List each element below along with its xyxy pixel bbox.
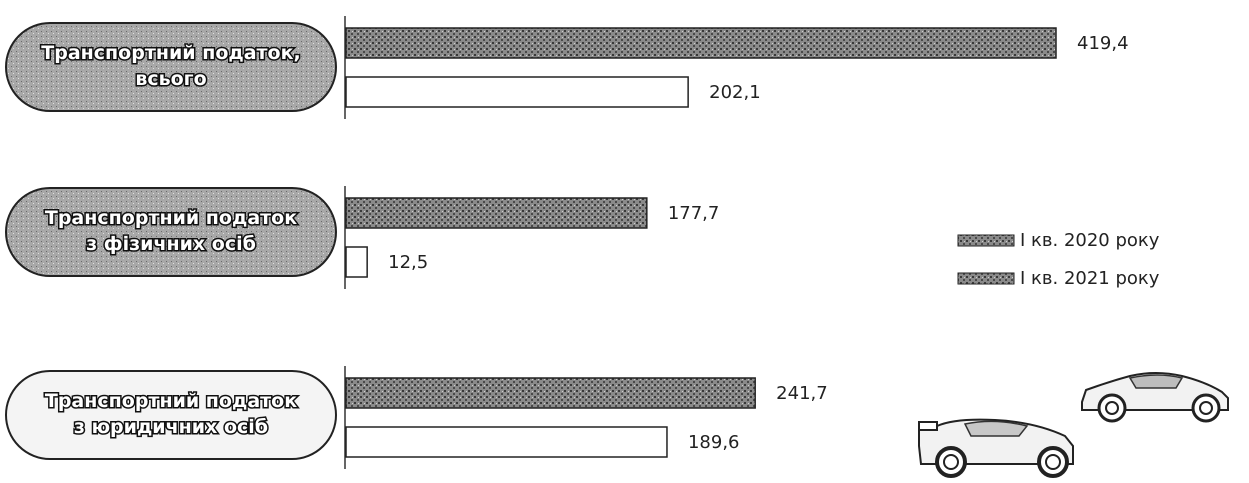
category-label: Транспортний податок (45, 207, 297, 229)
category-labels: Транспортний податок, всього Транспортний … (5, 22, 337, 460)
bar-2021 (345, 76, 689, 108)
category-label: Транспортний податок, (41, 42, 300, 64)
legend-label: I кв. 2021 року (1020, 268, 1160, 289)
value-labels: 419,4 202,1 177,7 12,5 241,7 189,6 (388, 33, 1128, 453)
bars (345, 27, 1057, 458)
race-car-icon (918, 418, 1074, 478)
value-label: 12,5 (388, 252, 428, 273)
value-label: 177,7 (668, 203, 720, 224)
sports-car-icon (1081, 372, 1229, 423)
legend-swatch (957, 272, 1015, 285)
category-pill (5, 370, 337, 460)
value-label: 419,4 (1077, 33, 1129, 54)
bar-2020 (345, 27, 1057, 59)
category-pill (5, 187, 337, 277)
category-label: з юридичних осіб (74, 416, 268, 438)
value-label: 202,1 (709, 82, 761, 103)
bar-2021 (345, 426, 668, 458)
legend-swatch (957, 234, 1015, 247)
bar-2021 (345, 246, 368, 278)
category-label: з фізичних осіб (86, 233, 256, 255)
legend: I кв. 2020 року I кв. 2021 року (957, 230, 1160, 289)
bar-2020 (345, 197, 648, 229)
category-pill (5, 22, 337, 112)
legend-label: I кв. 2020 року (1020, 230, 1160, 251)
value-label: 189,6 (688, 432, 740, 453)
value-label: 241,7 (776, 383, 828, 404)
bar-2020 (345, 377, 756, 409)
category-label: всього (135, 68, 206, 90)
category-label: Транспортний податок (45, 390, 297, 412)
